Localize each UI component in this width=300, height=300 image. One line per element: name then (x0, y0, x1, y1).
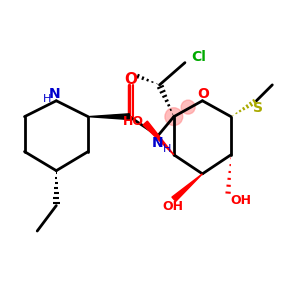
Text: Cl: Cl (191, 50, 206, 64)
Text: S: S (253, 101, 263, 115)
Text: O: O (197, 87, 209, 101)
Circle shape (165, 108, 183, 125)
Text: H: H (43, 94, 52, 104)
Polygon shape (88, 114, 129, 119)
Polygon shape (172, 174, 202, 201)
Polygon shape (143, 121, 174, 155)
Text: OH: OH (163, 200, 184, 213)
Text: HO: HO (123, 115, 144, 128)
Circle shape (181, 100, 195, 114)
Text: N: N (49, 87, 61, 101)
Text: H: H (163, 144, 171, 154)
Text: N: N (152, 136, 164, 150)
Text: O: O (124, 72, 137, 87)
Text: OH: OH (231, 194, 252, 207)
